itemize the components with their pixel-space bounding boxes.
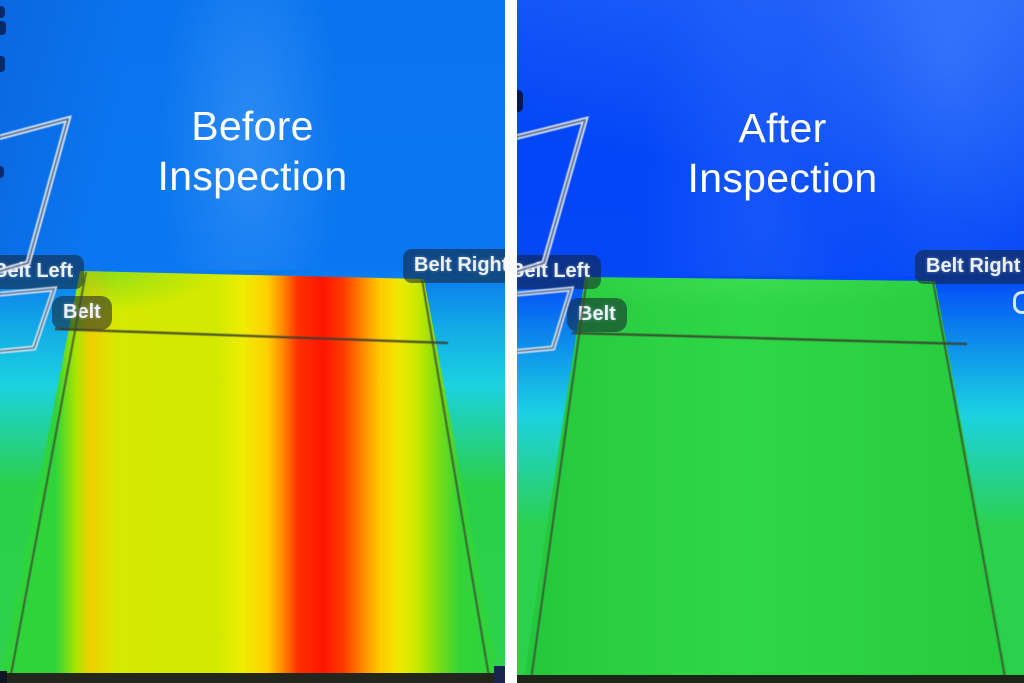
belt-right-tag: Belt Right (403, 249, 505, 283)
annotation-overlay-before (0, 115, 491, 683)
roi-outline-inner-icon (517, 118, 587, 273)
belt-right-tag-label: Belt Right (926, 255, 1021, 277)
belt-tag: Belt (52, 296, 112, 330)
title-line-1: Before (191, 103, 314, 149)
edge-artifact (0, 6, 5, 18)
title-line-2: Inspection (157, 153, 348, 199)
belt-right-tag: Belt Right (915, 250, 1024, 284)
belt-tag-label: Belt (578, 303, 616, 325)
bottom-bar (517, 675, 1024, 683)
title-line-2: Inspection (687, 155, 878, 201)
panel-divider (505, 0, 517, 683)
roi-outline-inner-icon (517, 288, 573, 353)
clipped-glyph-artifact (1013, 291, 1024, 314)
belt-tag: Belt (567, 298, 627, 332)
roi-outline-inner-icon (0, 288, 56, 352)
roi-outline-inner-icon (0, 117, 70, 272)
panel-before-inspection: Belt Left Belt Belt Right Before Inspect… (0, 0, 505, 683)
title-line-1: After (738, 105, 827, 151)
panel-after-inspection: Belt Left Belt Belt Right After Inspecti… (517, 0, 1024, 683)
panel-title-after: After Inspection (529, 103, 1024, 203)
edge-artifact (0, 21, 6, 35)
annotation-overlay-after (517, 116, 1007, 683)
belt-edge-line-right (421, 278, 491, 683)
edge-artifact (0, 166, 4, 178)
belt-cross-line (571, 331, 968, 346)
belt-cross-line (54, 327, 449, 345)
belt-right-tag-label: Belt Right (414, 254, 505, 276)
belt-edge-line-left (530, 277, 588, 681)
edge-artifact (517, 90, 523, 112)
belt-edge-line-right (932, 280, 1007, 683)
corner-artifact (494, 666, 505, 683)
thermal-belt-cool (523, 277, 1009, 683)
belt-edge-line-left (9, 271, 87, 681)
belt-tag-label: Belt (63, 301, 101, 323)
panel-title-before: Before Inspection (0, 101, 505, 201)
bottom-bar (0, 673, 505, 683)
roi-outline-icon (0, 286, 58, 354)
corner-artifact (0, 671, 7, 683)
roi-outline-icon (517, 286, 575, 354)
thermal-belt-hot (0, 271, 500, 683)
edge-artifact (0, 56, 5, 72)
